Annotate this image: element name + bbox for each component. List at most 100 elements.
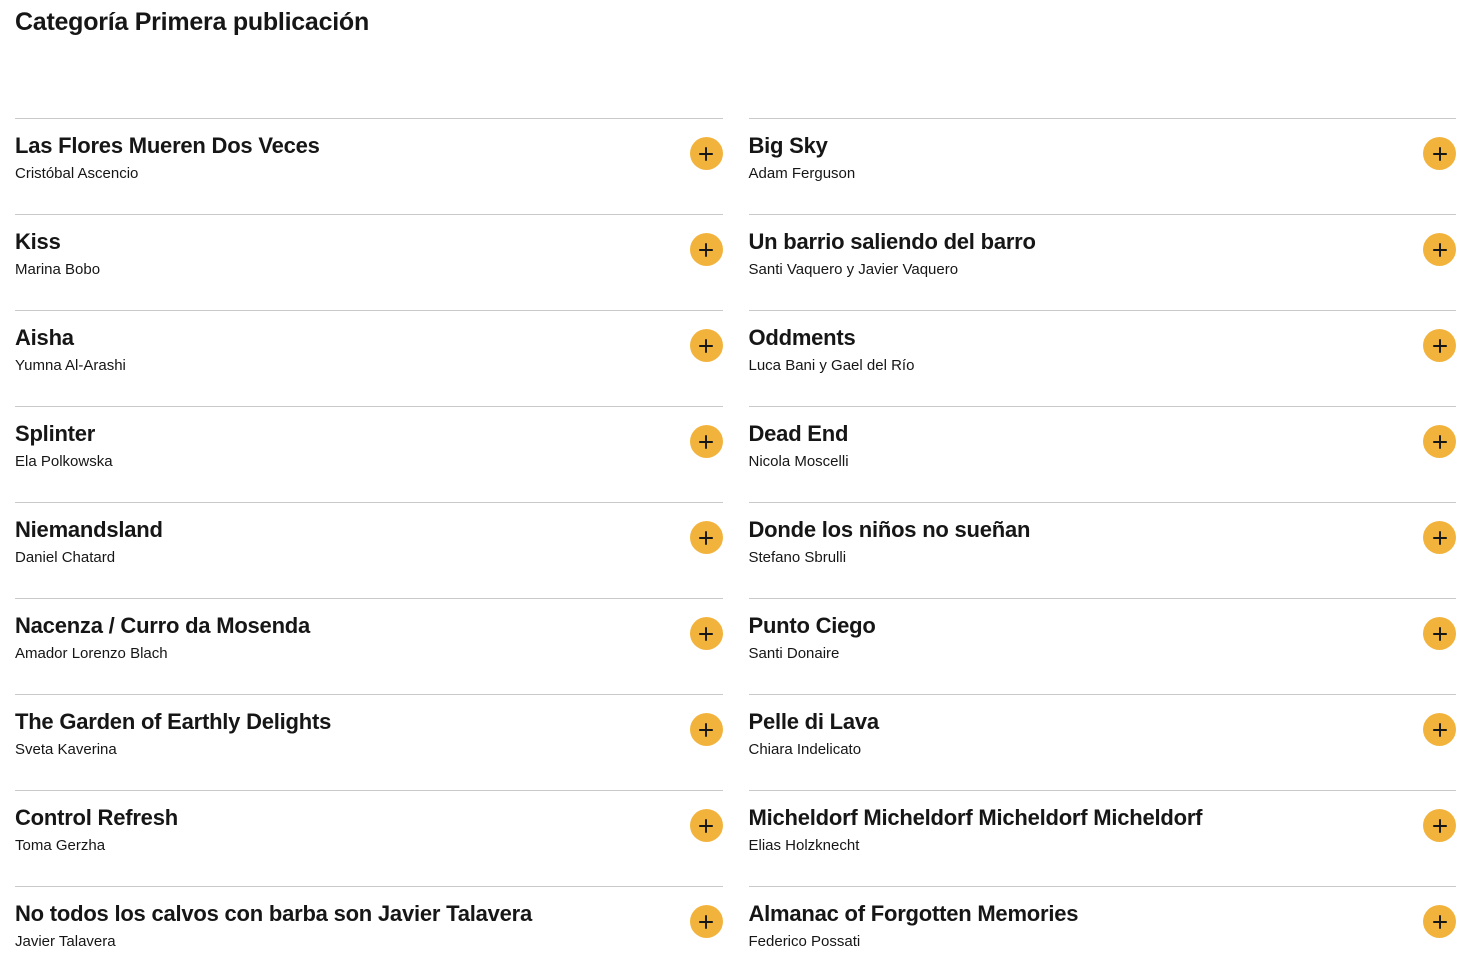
list-item: No todos los calvos con barba son Javier…	[15, 886, 723, 969]
list-item: Dead End Nicola Moscelli	[748, 406, 1456, 502]
add-item-button[interactable]	[689, 425, 723, 458]
item-author: Cristóbal Ascencio	[15, 165, 139, 183]
item-author: Sveta Kaverina	[15, 741, 117, 759]
item-title: Nacenza / Curro da Mosenda	[15, 613, 311, 638]
item-title: Control Refresh	[15, 805, 178, 830]
item-text: Las Flores Mueren Dos Veces Cristóbal As…	[15, 133, 336, 183]
item-text: Punto Ciego Santi Donaire	[749, 613, 892, 663]
item-author: Amador Lorenzo Blach	[15, 645, 168, 663]
item-text: Pelle di Lava Chiara Indelicato	[749, 709, 895, 759]
entries-grid: Las Flores Mueren Dos Veces Cristóbal As…	[15, 118, 1456, 969]
list-item: Un barrio saliendo del barro Santi Vaque…	[748, 214, 1456, 310]
item-author: Marina Bobo	[15, 261, 101, 279]
item-text: Kiss Marina Bobo	[15, 229, 116, 279]
plus-icon	[1432, 338, 1448, 354]
item-author: Toma Gerzha	[15, 837, 106, 855]
list-item: Donde los niños no sueñan Stefano Sbrull…	[748, 502, 1456, 598]
item-title: The Garden of Earthly Delights	[15, 709, 332, 734]
plus-icon	[1432, 434, 1448, 450]
item-text: Control Refresh Toma Gerzha	[15, 805, 194, 855]
list-item: Splinter Ela Polkowska	[15, 406, 723, 502]
item-text: No todos los calvos con barba son Javier…	[15, 901, 548, 951]
plus-icon	[698, 722, 714, 738]
item-text: The Garden of Earthly Delights Sveta Kav…	[15, 709, 347, 759]
item-title: Almanac of Forgotten Memories	[748, 901, 1079, 926]
page-title: Categoría Primera publicación	[15, 8, 369, 36]
add-item-button[interactable]	[689, 521, 723, 554]
add-item-button[interactable]	[1423, 617, 1456, 650]
item-text: Aisha Yumna Al-Arashi	[15, 325, 142, 375]
add-item-button[interactable]	[689, 137, 723, 170]
item-author: Yumna Al-Arashi	[15, 357, 126, 375]
add-item-button[interactable]	[1423, 329, 1456, 362]
item-author: Javier Talavera	[15, 933, 116, 951]
plus-icon	[698, 146, 714, 162]
add-item-button[interactable]	[689, 905, 723, 938]
list-item: Control Refresh Toma Gerzha	[15, 790, 723, 886]
add-item-button[interactable]	[1423, 233, 1456, 266]
item-title: Kiss	[15, 229, 61, 254]
list-item: Las Flores Mueren Dos Veces Cristóbal As…	[15, 118, 723, 214]
add-item-button[interactable]	[1423, 713, 1456, 746]
item-text: Donde los niños no sueñan Stefano Sbrull…	[749, 517, 1047, 567]
list-item: Almanac of Forgotten Memories Federico P…	[748, 886, 1456, 969]
list-item: Micheldorf Micheldorf Micheldorf Micheld…	[748, 790, 1456, 886]
add-item-button[interactable]	[1423, 809, 1456, 842]
item-title: Big Sky	[748, 133, 828, 158]
item-text: Splinter Ela Polkowska	[15, 421, 129, 471]
item-title: Niemandsland	[15, 517, 163, 542]
list-item: Oddments Luca Bani y Gael del Río	[748, 310, 1456, 406]
item-title: No todos los calvos con barba son Javier…	[15, 901, 533, 926]
item-text: Niemandsland Daniel Chatard	[15, 517, 179, 567]
item-text: Dead End Nicola Moscelli	[749, 421, 865, 471]
plus-icon	[1432, 146, 1448, 162]
add-item-button[interactable]	[689, 809, 723, 842]
item-text: Nacenza / Curro da Mosenda Amador Lorenz…	[15, 613, 326, 663]
list-item: The Garden of Earthly Delights Sveta Kav…	[15, 694, 723, 790]
item-author: Daniel Chatard	[15, 549, 116, 567]
list-item: Kiss Marina Bobo	[15, 214, 723, 310]
plus-icon	[1432, 626, 1448, 642]
add-item-button[interactable]	[1423, 905, 1456, 938]
list-item: Nacenza / Curro da Mosenda Amador Lorenz…	[15, 598, 723, 694]
plus-icon	[1432, 722, 1448, 738]
plus-icon	[1432, 914, 1448, 930]
item-author: Stefano Sbrulli	[748, 549, 847, 567]
item-author: Santi Donaire	[748, 645, 840, 663]
item-title: Pelle di Lava	[748, 709, 880, 734]
add-item-button[interactable]	[1423, 521, 1456, 554]
item-title: Punto Ciego	[748, 613, 876, 638]
item-text: Oddments Luca Bani y Gael del Río	[749, 325, 931, 375]
item-title: Aisha	[15, 325, 74, 350]
plus-icon	[698, 338, 714, 354]
add-item-button[interactable]	[1423, 137, 1456, 170]
item-author: Chiara Indelicato	[748, 741, 862, 759]
item-author: Luca Bani y Gael del Río	[748, 357, 915, 375]
item-text: Un barrio saliendo del barro Santi Vaque…	[749, 229, 1052, 279]
list-item: Big Sky Adam Ferguson	[748, 118, 1456, 214]
item-title: Un barrio saliendo del barro	[748, 229, 1036, 254]
item-title: Micheldorf Micheldorf Micheldorf Micheld…	[748, 805, 1203, 830]
item-author: Adam Ferguson	[748, 165, 856, 183]
item-author: Federico Possati	[748, 933, 861, 951]
item-text: Big Sky Adam Ferguson	[749, 133, 872, 183]
plus-icon	[698, 434, 714, 450]
plus-icon	[698, 530, 714, 546]
list-item: Pelle di Lava Chiara Indelicato	[748, 694, 1456, 790]
plus-icon	[1432, 242, 1448, 258]
list-item: Punto Ciego Santi Donaire	[748, 598, 1456, 694]
add-item-button[interactable]	[689, 617, 723, 650]
item-author: Santi Vaquero y Javier Vaquero	[748, 261, 959, 279]
item-title: Dead End	[748, 421, 849, 446]
item-author: Nicola Moscelli	[748, 453, 849, 471]
item-title: Oddments	[748, 325, 856, 350]
plus-icon	[698, 818, 714, 834]
add-item-button[interactable]	[689, 713, 723, 746]
add-item-button[interactable]	[1423, 425, 1456, 458]
plus-icon	[698, 626, 714, 642]
add-item-button[interactable]	[689, 233, 723, 266]
item-author: Ela Polkowska	[15, 453, 113, 471]
add-item-button[interactable]	[689, 329, 723, 362]
plus-icon	[698, 914, 714, 930]
